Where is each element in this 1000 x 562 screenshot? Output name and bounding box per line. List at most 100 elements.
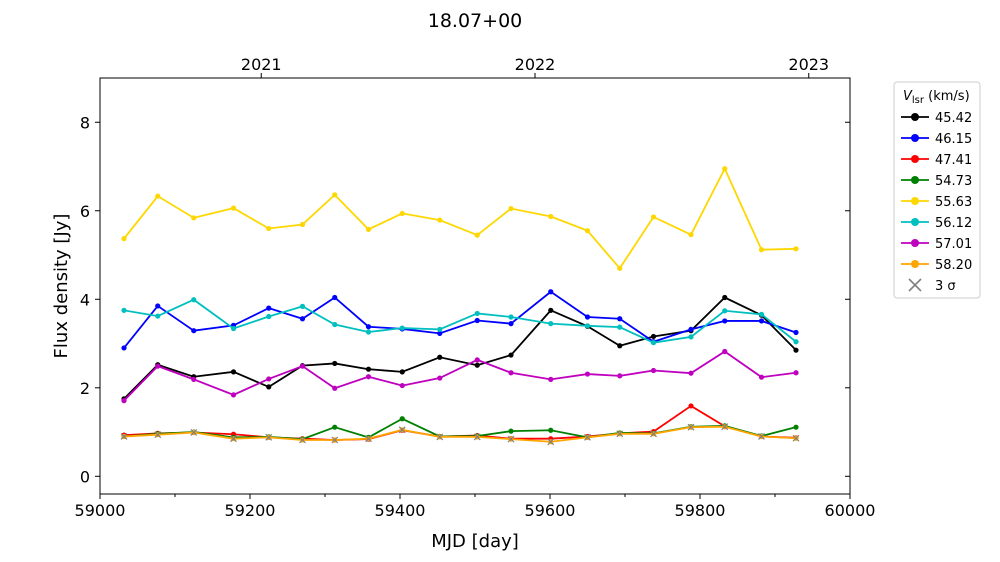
- data-point-45.42: [266, 384, 272, 390]
- legend-label: 56.12: [935, 216, 972, 231]
- data-point-55.63: [437, 217, 443, 223]
- noise-3sigma-marker: [687, 423, 695, 431]
- data-point-56.12: [650, 340, 657, 346]
- data-point-56.12: [617, 324, 623, 330]
- legend-cross-stroke: [908, 278, 922, 292]
- data-point-55.63: [548, 213, 554, 220]
- series-line-56.12: [123, 298, 797, 344]
- data-point-47.41: [688, 403, 694, 409]
- noise-3sigma-marker: [190, 429, 198, 436]
- noise-cross-stroke: [792, 434, 800, 442]
- data-point-57.01: [584, 371, 591, 377]
- x-tick-label: 60000: [825, 501, 876, 520]
- plot-area: [120, 166, 800, 446]
- noise-cross-stroke: [230, 435, 237, 443]
- noise-cross-stroke: [650, 430, 657, 438]
- noise-3sigma-marker: [584, 433, 591, 441]
- data-point-54.73: [332, 424, 338, 430]
- noise-3sigma-marker: [721, 423, 729, 431]
- noise-cross-stroke: [721, 423, 729, 431]
- data-point-57.01: [474, 357, 480, 363]
- noise-cross-stroke: [398, 426, 406, 434]
- noise-cross-stroke: [507, 435, 515, 443]
- noise-cross-stroke: [687, 423, 695, 431]
- data-point-55.63: [332, 192, 338, 198]
- noise-3sigma-marker: [265, 433, 273, 441]
- data-point-57.01: [365, 374, 372, 380]
- plot-frame: [99, 77, 851, 495]
- noise-3sigma-marker: [616, 430, 624, 438]
- noise-cross-stroke: [331, 436, 339, 444]
- legend-marker: [911, 155, 919, 163]
- data-point-55.63: [266, 225, 272, 232]
- legend-marker: [911, 218, 919, 226]
- noise-cross-stroke: [299, 436, 306, 444]
- data-point-56.12: [548, 321, 554, 327]
- data-point-45.42: [399, 369, 405, 375]
- data-point-46.15: [793, 329, 799, 336]
- data-point-55.63: [399, 210, 405, 217]
- top-tick-label: 2021: [241, 55, 282, 74]
- data-point-45.42: [365, 366, 372, 372]
- legend-entry-55.63: 55.63: [901, 195, 972, 210]
- data-point-56.12: [722, 308, 728, 314]
- data-point-55.63: [793, 246, 799, 252]
- data-point-57.01: [332, 385, 338, 391]
- y-tick-label: 0: [80, 467, 90, 486]
- data-point-46.15: [121, 345, 127, 351]
- data-point-46.15: [299, 316, 306, 322]
- legend-marker: [911, 239, 919, 247]
- data-point-46.15: [332, 294, 338, 301]
- legend-entry-46.15: 46.15: [901, 132, 972, 147]
- top-year-axis: 2021 2022 2023: [241, 55, 829, 78]
- series-line-47.41: [123, 404, 797, 441]
- y-tick-label: 6: [80, 202, 90, 221]
- noise-3sigma-marker: [299, 436, 306, 444]
- x-tick-label: 59600: [525, 501, 576, 520]
- data-point-45.42: [437, 354, 443, 360]
- data-point-46.15: [474, 317, 480, 324]
- data-point-56.12: [299, 303, 306, 309]
- data-point-46.15: [617, 316, 623, 322]
- data-point-57.01: [793, 370, 799, 376]
- noise-3sigma-marker: [365, 435, 372, 443]
- data-point-57.01: [230, 392, 237, 398]
- data-point-55.63: [191, 215, 197, 221]
- data-point-57.01: [688, 370, 694, 376]
- data-point-46.15: [688, 326, 694, 332]
- noise-cross-stroke: [120, 433, 128, 440]
- data-point-46.15: [155, 303, 161, 309]
- noise-cross-stroke: [436, 433, 444, 441]
- legend-marker: [911, 113, 919, 121]
- data-point-57.01: [155, 363, 161, 369]
- x-axis: 59000 59200 59400 59600 59800 60000: [75, 494, 876, 520]
- data-point-54.73: [399, 416, 405, 422]
- noise-cross-stroke: [365, 435, 372, 443]
- data-point-55.63: [121, 236, 127, 242]
- chart-title: 18.07+00: [428, 10, 523, 32]
- y-tick-label: 4: [80, 290, 90, 309]
- data-point-54.73: [793, 424, 799, 430]
- series-line-58.20: [123, 425, 797, 443]
- data-point-57.01: [508, 370, 514, 376]
- series-line-45.42: [123, 296, 797, 400]
- legend-entry-54.73: 54.73: [901, 174, 972, 189]
- data-point-55.63: [722, 166, 728, 172]
- legend-marker: [911, 176, 919, 184]
- data-point-56.12: [584, 323, 591, 329]
- data-point-57.01: [121, 398, 127, 404]
- data-point-45.42: [793, 347, 799, 353]
- noise-cross-stroke: [584, 433, 591, 441]
- data-point-57.01: [437, 375, 443, 381]
- noise-3sigma-marker: [758, 433, 765, 440]
- data-point-56.12: [121, 307, 127, 313]
- noise-3sigma-marker: [154, 431, 162, 439]
- noise-cross-stroke: [616, 430, 624, 438]
- noise-3sigma-marker: [230, 435, 237, 443]
- legend-entry-45.42: 45.42: [901, 111, 972, 126]
- data-point-45.42: [332, 360, 338, 367]
- legend-marker: [911, 134, 919, 142]
- legend-label: 46.15: [935, 132, 972, 147]
- legend-label: 57.01: [935, 237, 972, 252]
- x-axis-label: MJD [day]: [431, 531, 519, 552]
